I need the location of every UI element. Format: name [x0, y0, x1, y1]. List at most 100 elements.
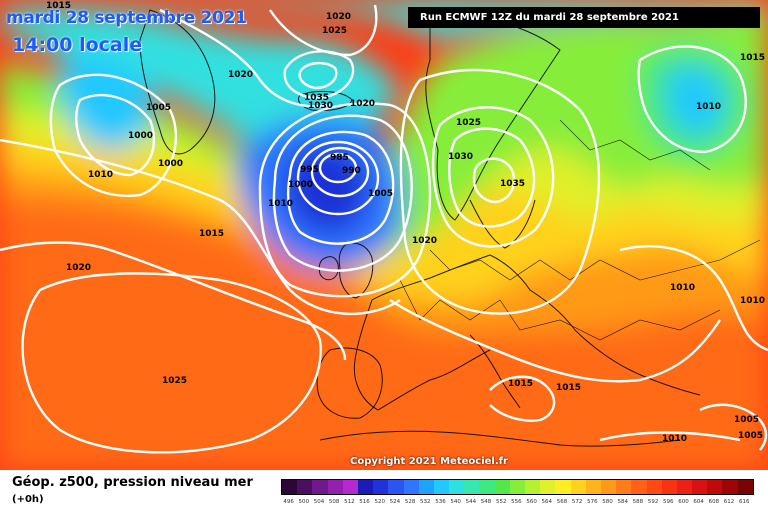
isobar-1025-north — [269, 4, 378, 57]
isobar-1000-greenland — [75, 93, 156, 177]
isobar-label: 1015 — [199, 229, 224, 239]
color-scale-label: 528 — [404, 499, 416, 505]
isobar-label: 1010 — [88, 170, 113, 180]
color-scale-label: 556 — [511, 499, 522, 505]
isobar-995 — [296, 140, 380, 216]
color-scale-swatch — [342, 480, 358, 494]
color-scale-label: 520 — [374, 499, 385, 505]
europe-coast — [353, 254, 701, 411]
map-date-title: mardi 28 septembre 2021 — [6, 8, 247, 28]
british-isles-coast — [338, 242, 374, 299]
isobar-label: 1010 — [670, 283, 695, 293]
color-scale-label: 596 — [663, 499, 674, 505]
isobar-1020-north — [159, 8, 331, 108]
borders — [399, 119, 761, 341]
color-scale-swatch — [555, 480, 571, 494]
color-scale-swatch — [646, 480, 662, 494]
color-scale-swatch — [616, 480, 632, 494]
color-scale-swatch — [676, 480, 693, 494]
color-scale-swatch — [282, 480, 298, 494]
color-scale-label: 496 — [283, 499, 294, 505]
isobar-1010-south-east — [619, 245, 768, 352]
color-scale-label: 524 — [389, 499, 401, 505]
color-scale-swatch — [418, 480, 434, 494]
color-scale-label: 616 — [738, 499, 750, 505]
color-scale-swatch — [509, 480, 525, 494]
isobar-label: 1000 — [288, 180, 313, 190]
isobar-label: 1005 — [734, 415, 759, 425]
color-scale-label: 508 — [328, 499, 340, 505]
color-scale-swatch — [297, 480, 313, 494]
color-scale-label: 580 — [602, 499, 613, 505]
color-scale-swatch — [403, 480, 419, 494]
isobar-1005-east — [699, 403, 768, 451]
color-scale-swatch — [585, 480, 601, 494]
isobar-label: 985 — [330, 153, 349, 163]
isobar-label: 1010 — [268, 199, 293, 209]
isobar-label: 1035 — [500, 179, 525, 189]
isobar-label: 1020 — [228, 70, 253, 80]
color-scale-swatch — [388, 480, 404, 494]
color-scale-label: 548 — [480, 499, 492, 505]
isobar-990 — [310, 146, 370, 198]
isobar-label: 1015 — [508, 379, 533, 389]
color-scale-label: 564 — [541, 499, 553, 505]
color-scale-swatch — [722, 480, 738, 494]
iberia-coast — [316, 347, 383, 419]
isobar-label: 1005 — [146, 103, 171, 113]
color-scale-label: 532 — [420, 499, 431, 505]
model-run-banner: Run ECMWF 12Z du mardi 28 septembre 2021 — [408, 7, 760, 28]
isobar-label: 995 — [300, 165, 319, 175]
iceland-coast — [298, 90, 353, 111]
isobar-label: 1005 — [738, 431, 763, 441]
isobar-value-labels: 1015 1020 1025 1020 1005 1000 1000 1010 … — [46, 1, 765, 444]
color-scale-label: 584 — [617, 499, 628, 505]
isobar-label: 1020 — [66, 263, 91, 273]
color-scale-swatch — [707, 480, 723, 494]
isobar-1005-greenland — [49, 73, 178, 197]
color-scale-swatch — [479, 480, 495, 494]
color-scale-label: 576 — [587, 499, 598, 505]
low-core-isobar — [318, 152, 358, 184]
legend-title: Géop. z500, pression niveau mer — [12, 475, 253, 490]
isobar-1010-africa — [599, 431, 741, 442]
color-scale-swatch — [525, 480, 541, 494]
isobar-1035-iceland — [298, 61, 338, 90]
color-scale-label: 572 — [571, 499, 583, 505]
color-scale-swatch — [327, 480, 343, 494]
color-scale-label: 592 — [647, 499, 659, 505]
color-scale-swatch — [631, 480, 647, 494]
isobar-1015-west — [0, 138, 401, 316]
color-scale-label: 540 — [450, 499, 461, 505]
isobar-label: 1025 — [456, 118, 481, 128]
color-scale-label: 500 — [298, 499, 310, 505]
ireland-coast — [318, 256, 339, 281]
isobar-1030-iceland — [283, 50, 355, 100]
greenland-coast — [139, 9, 216, 155]
isobar-label: 990 — [342, 166, 361, 176]
isobar-label: 1010 — [662, 434, 687, 444]
isobar-1035-scandi — [472, 157, 516, 204]
isobar-label: 1035 — [304, 93, 329, 103]
color-scale-label: 608 — [708, 499, 720, 505]
isobar-1030-scandi — [448, 127, 536, 228]
isobar-label: 1020 — [326, 12, 351, 22]
color-scale-label: 504 — [313, 499, 325, 505]
isobar-label: 1030 — [308, 101, 333, 111]
isobar-label: 1000 — [128, 131, 153, 141]
isobar-1025-az — [21, 272, 322, 454]
color-scale-label: 612 — [723, 499, 735, 505]
legend-footer: Géop. z500, pression niveau mer (+0h) 49… — [0, 470, 768, 512]
legend-subtitle: (+0h) — [12, 494, 44, 505]
color-scale-swatch — [600, 480, 617, 494]
isobar-label: 1010 — [740, 296, 765, 306]
color-scale-label: 588 — [632, 499, 644, 505]
isobar-1010-east — [637, 45, 747, 154]
isobar-label: 1025 — [162, 376, 187, 386]
scandinavia-coast — [425, 15, 561, 221]
color-scale-swatch — [570, 480, 586, 494]
color-scale-swatch — [661, 480, 677, 494]
color-scale-swatch — [737, 480, 753, 494]
color-scale-label: 512 — [344, 499, 355, 505]
isobar-label: 1030 — [448, 152, 473, 162]
